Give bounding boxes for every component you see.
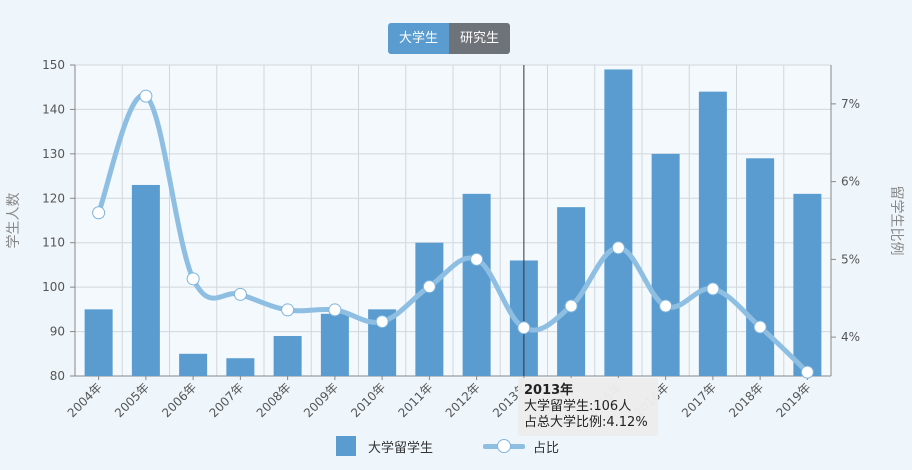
ratio-point-2011年 xyxy=(422,280,436,294)
bar-2017年 xyxy=(698,91,727,377)
ratio-point-2010年 xyxy=(375,315,389,329)
x-tick-label: 2004年 xyxy=(65,380,105,420)
tab-undergraduate[interactable]: 大学生 xyxy=(388,23,450,54)
legend: 大学留学生 占比 xyxy=(336,435,559,457)
ratio-point-2016年 xyxy=(659,299,673,313)
x-tick-label: 2018年 xyxy=(726,380,766,420)
bar-2011年 xyxy=(415,242,444,376)
x-tick-label: 2011年 xyxy=(396,380,436,420)
ratio-point-2009年 xyxy=(328,303,342,317)
x-tick-label: 2012年 xyxy=(443,380,483,420)
ratio-point-2005年 xyxy=(139,89,153,103)
x-tick-label: 2017年 xyxy=(679,380,719,420)
ratio-point-2018年 xyxy=(753,320,767,334)
y-tick-label: 100 xyxy=(42,280,65,294)
y-axis-title: 学生人数 xyxy=(6,193,22,249)
tooltip: 2013年 大学留学生:106人 占总大学比例:4.12% xyxy=(518,378,658,436)
tooltip-title: 2013年 xyxy=(524,383,574,398)
legend-line-swatch xyxy=(483,436,526,456)
x-tick-label: 2006年 xyxy=(159,380,199,420)
ratio-point-2019年 xyxy=(800,365,814,379)
legend-bar-label: 大学留学生 xyxy=(368,440,434,456)
y-tick-label: 140 xyxy=(42,102,65,116)
ratio-point-2017年 xyxy=(706,282,720,296)
y2-tick-label: 5% xyxy=(841,252,860,266)
x-tick-label: 2005年 xyxy=(112,380,152,420)
x-tick-label: 2010年 xyxy=(348,380,388,420)
y-tick-label: 130 xyxy=(42,147,65,161)
y-tick-label: 110 xyxy=(42,236,65,250)
bar-2012年 xyxy=(462,193,491,376)
bar-2016年 xyxy=(651,153,680,376)
bar-2007年 xyxy=(226,358,255,376)
legend-bar-swatch xyxy=(336,436,356,456)
ratio-point-2006年 xyxy=(186,272,200,286)
y2-tick-label: 7% xyxy=(841,97,860,111)
bar-2019年 xyxy=(793,193,822,376)
bar-2015年 xyxy=(604,69,633,376)
tab-group: 大学生 研究生 xyxy=(388,23,511,54)
y-tick-label: 150 xyxy=(42,58,65,72)
x-tick-label: 2007年 xyxy=(207,380,247,420)
ratio-line xyxy=(96,92,810,375)
bar-2006年 xyxy=(179,353,208,376)
ratio-point-2004年 xyxy=(92,206,106,220)
ratio-point-2013年 xyxy=(517,321,531,335)
tooltip-ratio: 占总大学比例:4.12% xyxy=(524,415,648,430)
y2-tick-label: 4% xyxy=(841,330,860,344)
y2-axis-title: 留学生比例 xyxy=(888,186,904,256)
legend-item-bar[interactable]: 大学留学生 xyxy=(336,436,433,456)
bar-2008年 xyxy=(273,336,302,376)
y-tick-label: 90 xyxy=(50,325,65,339)
legend-item-line[interactable]: 占比 xyxy=(483,436,559,456)
x-tick-label: 2019年 xyxy=(774,380,814,420)
y-tick-label: 80 xyxy=(50,369,65,383)
y2-tick-label: 6% xyxy=(841,175,860,189)
ratio-point-2014年 xyxy=(564,299,578,313)
ratio-point-2015年 xyxy=(611,241,625,255)
bar-2005年 xyxy=(131,184,160,376)
ratio-point-2012年 xyxy=(470,252,484,266)
bar-2009年 xyxy=(320,313,349,376)
y-tick-label: 120 xyxy=(42,191,65,205)
ratio-point-2007年 xyxy=(233,287,247,301)
x-tick-label: 2008年 xyxy=(254,380,294,420)
ratio-point-2008年 xyxy=(281,303,295,317)
x-tick-label: 2009年 xyxy=(301,380,341,420)
legend-line-label: 占比 xyxy=(533,440,560,456)
tooltip-count: 大学留学生:106人 xyxy=(524,399,632,414)
tab-graduate[interactable]: 研究生 xyxy=(449,23,511,54)
bar-2018年 xyxy=(746,158,775,376)
bar-2004年 xyxy=(84,309,113,376)
